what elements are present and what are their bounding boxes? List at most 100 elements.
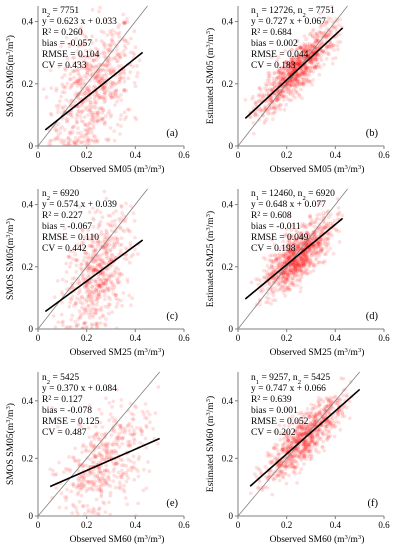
fit-line bbox=[244, 217, 344, 300]
data-point bbox=[95, 69, 100, 73]
data-point bbox=[290, 62, 295, 67]
data-point bbox=[97, 262, 102, 266]
data-point bbox=[303, 446, 308, 450]
data-point bbox=[76, 60, 81, 65]
data-point bbox=[87, 479, 91, 484]
stats-line: y = 0.747 x + 0.066 bbox=[251, 384, 326, 394]
data-point bbox=[286, 267, 290, 272]
data-point bbox=[111, 451, 116, 455]
data-point bbox=[98, 479, 103, 483]
data-point bbox=[320, 431, 324, 435]
data-point bbox=[63, 495, 67, 500]
data-point bbox=[284, 433, 289, 438]
data-point bbox=[93, 287, 98, 292]
data-point bbox=[326, 435, 331, 440]
data-point bbox=[319, 248, 323, 253]
data-point bbox=[142, 467, 146, 472]
data-point bbox=[298, 456, 303, 460]
data-point bbox=[336, 206, 341, 210]
data-point bbox=[326, 215, 331, 220]
data-point bbox=[117, 77, 122, 82]
data-point bbox=[93, 78, 98, 83]
data-point bbox=[310, 422, 315, 427]
data-point bbox=[287, 91, 291, 95]
data-point bbox=[285, 240, 290, 244]
data-point bbox=[144, 425, 149, 430]
data-point bbox=[109, 71, 113, 76]
data-point bbox=[295, 463, 300, 468]
data-point bbox=[74, 263, 79, 268]
data-point bbox=[257, 302, 262, 307]
data-point bbox=[283, 288, 287, 293]
data-point bbox=[67, 455, 71, 459]
data-point bbox=[93, 248, 98, 253]
data-point bbox=[311, 78, 315, 82]
data-point bbox=[290, 464, 295, 469]
data-point bbox=[338, 427, 343, 432]
data-point bbox=[328, 422, 333, 426]
data-point bbox=[301, 70, 306, 75]
data-point bbox=[301, 423, 306, 428]
data-point bbox=[117, 480, 122, 485]
data-point bbox=[319, 40, 324, 45]
data-point bbox=[111, 80, 116, 85]
data-point bbox=[97, 82, 101, 86]
data-point bbox=[341, 388, 346, 392]
data-point bbox=[271, 260, 275, 265]
data-point bbox=[297, 235, 302, 240]
data-point bbox=[86, 130, 91, 135]
data-point bbox=[112, 245, 117, 249]
data-point bbox=[270, 262, 274, 267]
data-point bbox=[295, 71, 300, 76]
data-point bbox=[311, 248, 315, 253]
data-point bbox=[294, 429, 299, 433]
data-point bbox=[315, 52, 320, 57]
data-point bbox=[316, 429, 321, 434]
data-point bbox=[304, 76, 309, 81]
data-point bbox=[122, 76, 126, 80]
data-point bbox=[90, 113, 95, 118]
data-point bbox=[73, 99, 78, 104]
x-axis-label: Observed SM60 (m3/m3) bbox=[270, 534, 365, 546]
data-point bbox=[312, 36, 317, 41]
data-point bbox=[293, 89, 298, 93]
data-point bbox=[296, 449, 300, 453]
data-point bbox=[102, 85, 106, 90]
x-tick-label: 0.4 bbox=[330, 333, 342, 343]
data-point bbox=[132, 461, 136, 465]
data-point bbox=[299, 425, 304, 430]
data-point bbox=[288, 268, 293, 273]
data-point bbox=[290, 65, 295, 70]
data-point bbox=[290, 62, 294, 67]
data-point bbox=[317, 398, 322, 403]
data-point bbox=[304, 428, 309, 433]
data-point bbox=[108, 493, 113, 498]
data-point bbox=[297, 279, 302, 283]
data-point bbox=[88, 443, 93, 448]
data-point bbox=[105, 451, 109, 456]
data-point bbox=[337, 32, 342, 37]
data-point bbox=[313, 414, 318, 419]
data-point bbox=[297, 422, 302, 427]
data-point bbox=[324, 436, 329, 441]
data-point bbox=[288, 243, 293, 248]
data-point bbox=[115, 475, 120, 479]
data-point bbox=[74, 485, 79, 490]
data-point bbox=[256, 94, 261, 98]
data-point bbox=[296, 447, 301, 452]
data-point bbox=[284, 90, 288, 94]
data-point bbox=[324, 432, 329, 437]
data-point bbox=[268, 282, 272, 287]
data-point bbox=[100, 67, 104, 72]
data-point bbox=[298, 61, 302, 66]
data-point bbox=[293, 267, 298, 271]
data-point bbox=[320, 22, 325, 27]
data-point bbox=[289, 441, 294, 445]
data-point bbox=[283, 261, 288, 265]
data-point bbox=[276, 452, 280, 457]
data-point bbox=[263, 86, 267, 91]
data-point bbox=[278, 470, 283, 475]
data-point bbox=[96, 240, 101, 245]
data-point bbox=[265, 272, 270, 277]
data-point bbox=[281, 71, 285, 76]
